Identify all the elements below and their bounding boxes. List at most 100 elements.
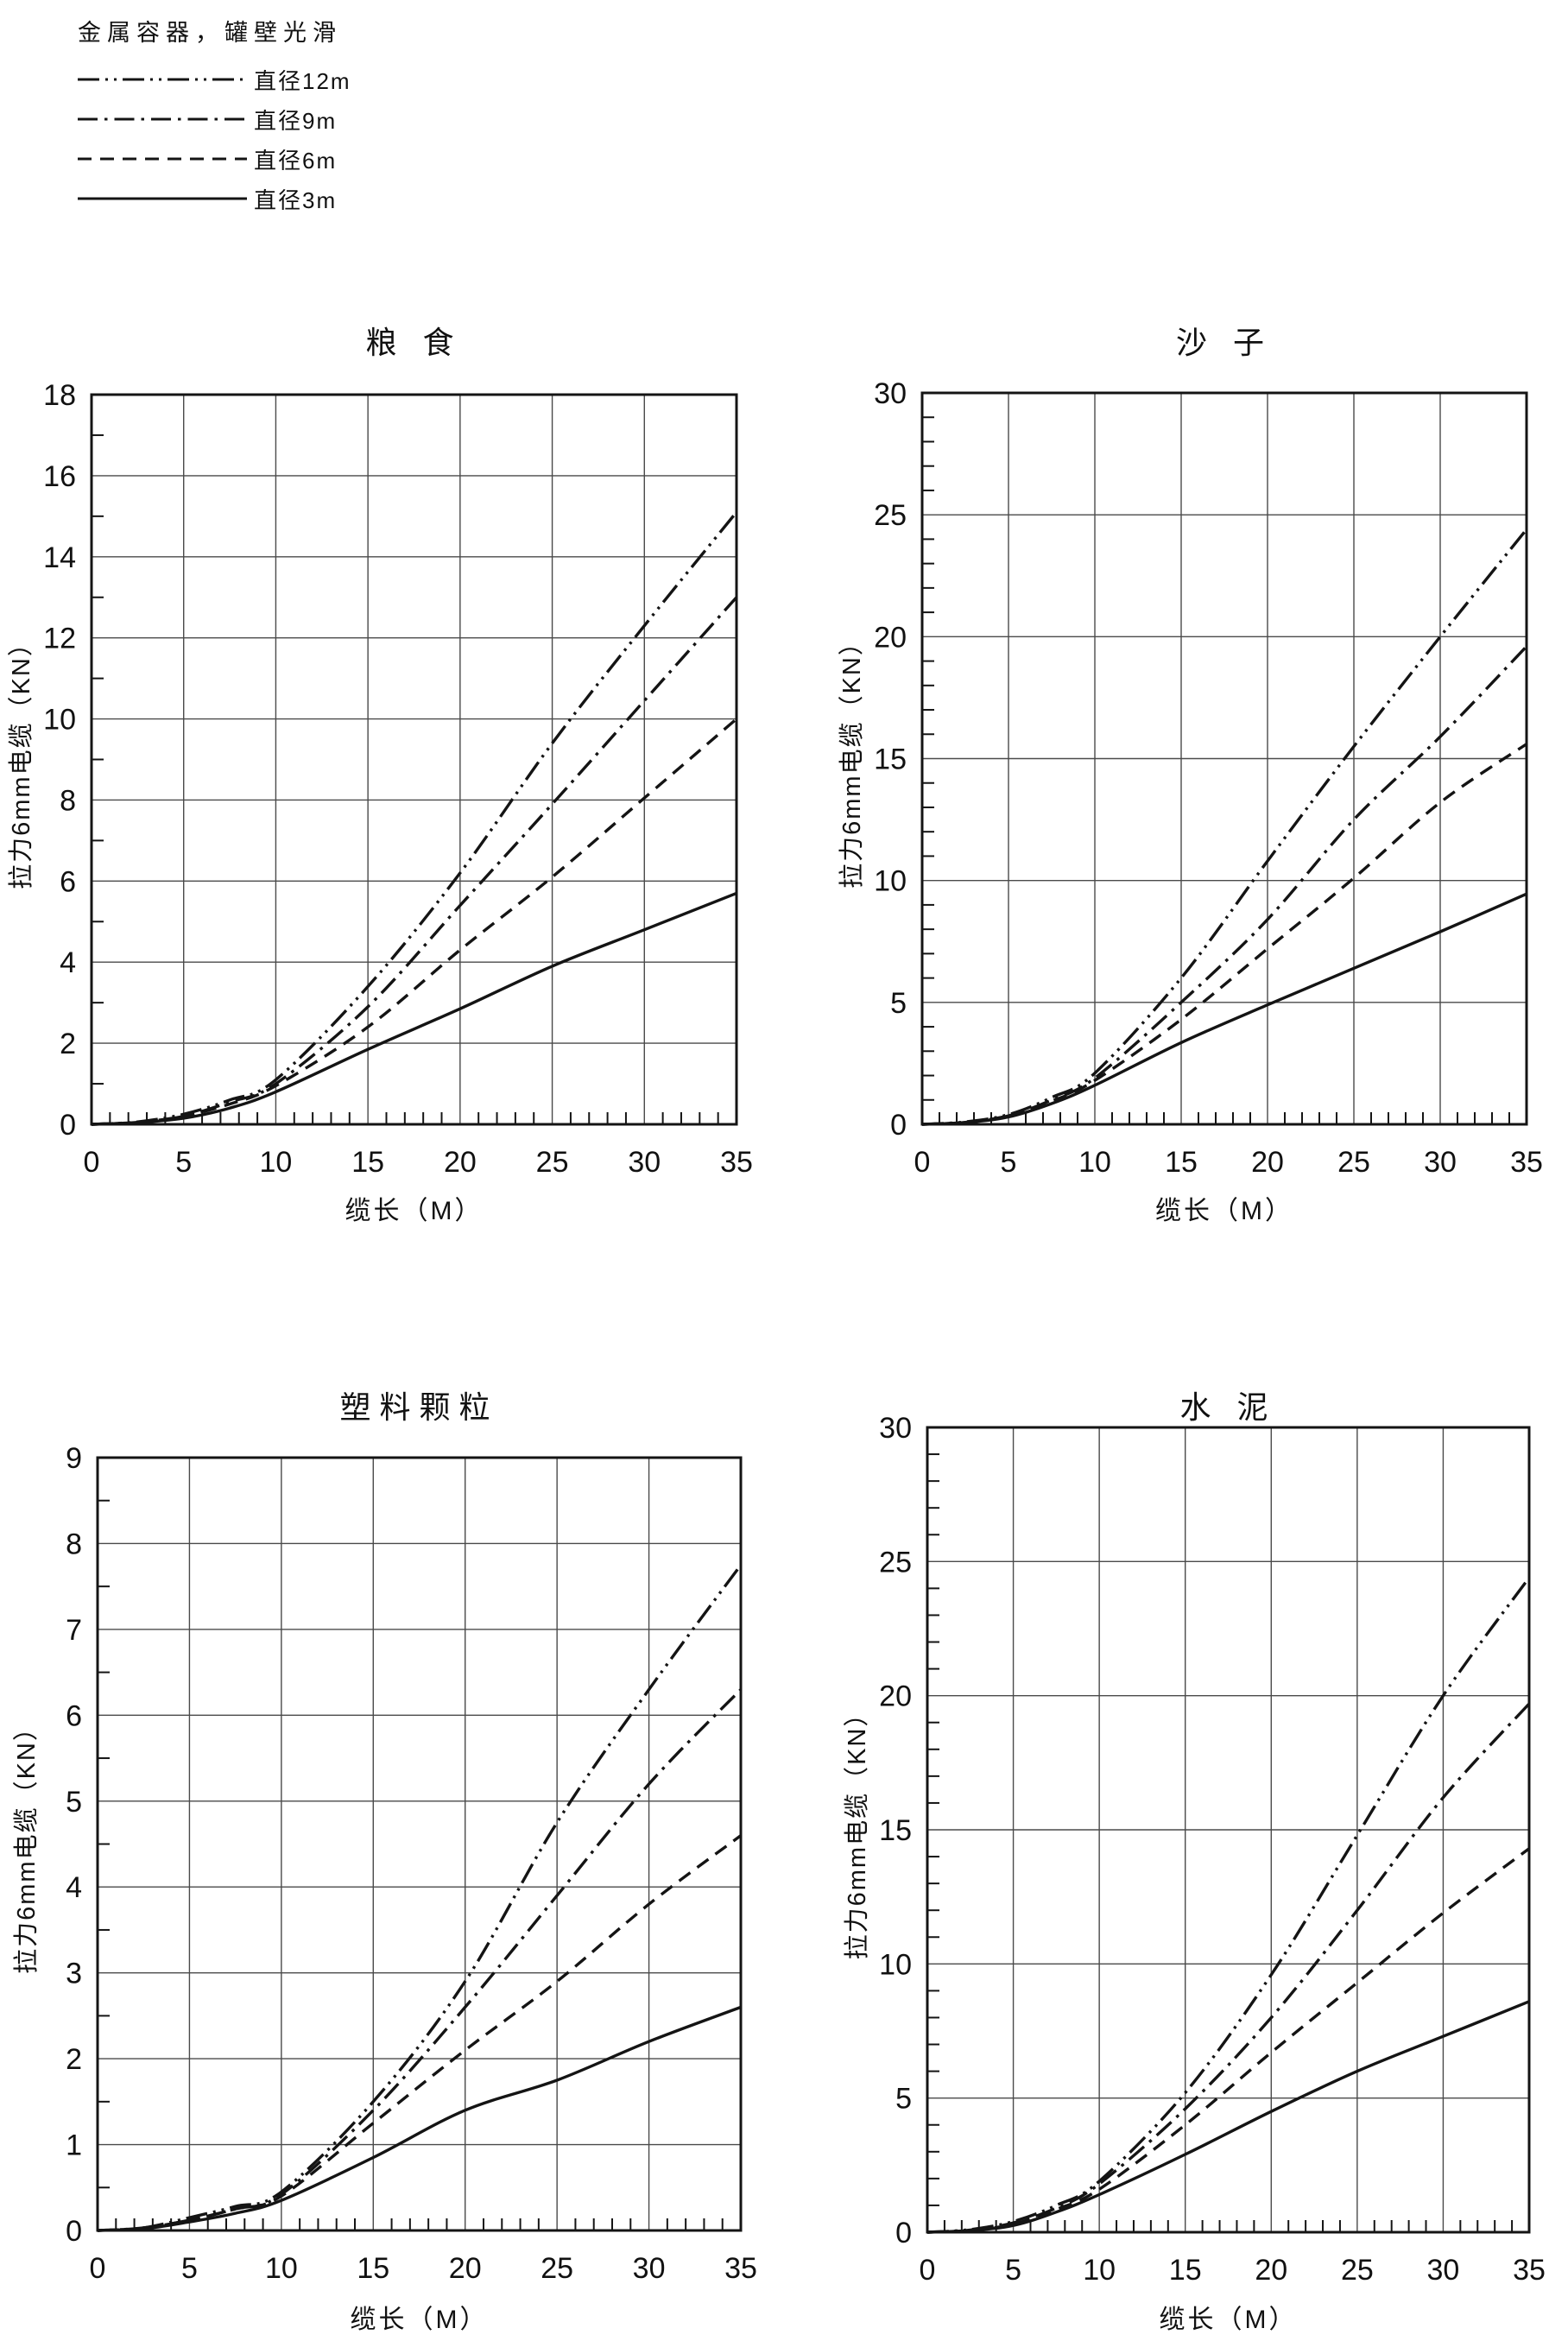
- plastic-xtick-0: 0: [90, 2252, 106, 2285]
- sand-ytick-15: 15: [874, 743, 907, 776]
- legend-item-label: 直径9m: [254, 107, 338, 134]
- plastic-ytick-2: 2: [66, 2043, 82, 2076]
- grain-curve-6m: [91, 718, 738, 1126]
- plastic-yaxis-label: 拉力6mm电缆（KN）: [12, 1714, 41, 1974]
- grain-xtick-35: 35: [720, 1146, 753, 1179]
- cement-xtick-25: 25: [1341, 2254, 1374, 2287]
- plastic-ytick-6: 6: [66, 1699, 82, 1732]
- sand-plot-border: [920, 391, 1528, 1126]
- cement-xtick-5: 5: [1005, 2254, 1021, 2287]
- sand-ytick-20: 20: [874, 621, 907, 654]
- plastic-ytick-5: 5: [66, 1786, 82, 1819]
- grain-ytick-2: 2: [60, 1028, 76, 1060]
- sand-title: 沙 子: [1176, 325, 1273, 360]
- sand-xtick-5: 5: [1001, 1146, 1017, 1179]
- legend-item-label: 直径3m: [254, 187, 338, 213]
- legend-item-9m: 直径9m: [76, 99, 351, 139]
- legend-line-3m-icon: [78, 197, 247, 200]
- grain-ytick-8: 8: [60, 784, 76, 817]
- cement-curve-6m: [926, 1847, 1531, 2234]
- plastic-curve-6m: [97, 1834, 743, 2232]
- cement-ytick-30: 30: [879, 1412, 912, 1445]
- plastic-curve-3m: [97, 2005, 742, 2232]
- legend-item-3m: 直径3m: [76, 179, 351, 218]
- grain-xtick-20: 20: [444, 1146, 477, 1179]
- plastic-ytick-1: 1: [66, 2129, 82, 2162]
- cement-xtick-30: 30: [1427, 2254, 1460, 2287]
- legend-item-label: 直径12m: [254, 67, 351, 94]
- grain-yaxis-label: 拉力6mm电缆（KN）: [7, 630, 35, 889]
- sand-xtick-35: 35: [1510, 1146, 1543, 1179]
- grain-xtick-15: 15: [351, 1146, 384, 1179]
- plastic-xtick-30: 30: [633, 2252, 666, 2285]
- sand-ytick-5: 5: [890, 987, 907, 1020]
- legend: 金属容器，罐壁光滑 直径12m 直径9m 直径6m 直径3m: [76, 14, 351, 218]
- plastic-curve-12m: [97, 1564, 743, 2232]
- cement-ytick-25: 25: [879, 1546, 912, 1579]
- sand-xtick-20: 20: [1251, 1146, 1284, 1179]
- legend-title: 金属容器，罐壁光滑: [78, 20, 342, 46]
- cement-xtick-15: 15: [1169, 2254, 1202, 2287]
- chart-cement: 0 5 10 15 20 25 30 35 0 5 10 15 20 25 30 水 泥缆长（M） 拉力6mm电…: [843, 1389, 1546, 2334]
- chart-grain: 0 5 10 15 20 25 30 35 0 2 4 6 8 10 12 14 16 18 粮 食缆长（M） 拉力6…: [7, 325, 753, 1225]
- grain-xtick-10: 10: [260, 1146, 293, 1179]
- cement-ytick-15: 15: [879, 1814, 912, 1847]
- sand-curve-3m: [921, 892, 1527, 1126]
- sand-xaxis-label: 缆长（M）: [1155, 1197, 1293, 1225]
- grain-xtick-30: 30: [628, 1146, 661, 1179]
- grain-curve-3m: [91, 891, 737, 1126]
- grain-xtick-25: 25: [536, 1146, 569, 1179]
- grain-ytick-6: 6: [60, 865, 76, 898]
- grain-title: 粮 食: [365, 325, 462, 360]
- cement-curve-9m: [926, 1702, 1531, 2234]
- plastic-ytick-8: 8: [66, 1528, 82, 1560]
- cement-ytick-5: 5: [895, 2083, 912, 2116]
- sand-ytick-25: 25: [874, 499, 907, 532]
- cement-xtick-0: 0: [920, 2254, 936, 2287]
- grain-curve-9m: [91, 596, 738, 1126]
- sand-xtick-15: 15: [1165, 1146, 1198, 1179]
- sand-xtick-0: 0: [914, 1146, 931, 1179]
- grain-ytick-14: 14: [43, 541, 76, 574]
- plastic-xtick-20: 20: [449, 2252, 482, 2285]
- grain-plot-border: [90, 393, 738, 1126]
- grain-ytick-0: 0: [60, 1109, 76, 1142]
- grain-xaxis-label: 缆长（M）: [345, 1197, 484, 1225]
- cement-xtick-35: 35: [1513, 2254, 1546, 2287]
- plastic-ytick-9: 9: [66, 1442, 82, 1475]
- cement-xtick-20: 20: [1255, 2254, 1287, 2287]
- plastic-xtick-5: 5: [181, 2252, 198, 2285]
- legend-item-6m: 直径6m: [76, 139, 351, 179]
- sand-curve-12m: [921, 528, 1528, 1126]
- sand-yaxis-label: 拉力6mm电缆（KN）: [838, 629, 866, 889]
- sand-xtick-25: 25: [1337, 1146, 1370, 1179]
- cement-title: 水 泥: [1179, 1389, 1276, 1425]
- plastic-xtick-25: 25: [541, 2252, 573, 2285]
- sand-ytick-0: 0: [890, 1109, 907, 1142]
- plastic-title: 塑料颗粒: [339, 1389, 498, 1425]
- legend-line-6m-icon: [78, 157, 247, 161]
- sand-curve-9m: [921, 645, 1528, 1126]
- sand-curve-6m: [921, 743, 1527, 1126]
- plastic-xtick-35: 35: [724, 2252, 757, 2285]
- sand-xtick-10: 10: [1078, 1146, 1111, 1179]
- cement-curve-3m: [926, 2000, 1530, 2234]
- cement-ytick-10: 10: [879, 1948, 912, 1981]
- grain-ytick-4: 4: [60, 946, 76, 979]
- cement-yaxis-label: 拉力6mm电缆（KN）: [843, 1700, 871, 1960]
- plastic-ytick-7: 7: [66, 1614, 82, 1647]
- grain-ytick-16: 16: [43, 460, 76, 493]
- grain-xtick-0: 0: [84, 1146, 100, 1179]
- cement-xtick-10: 10: [1083, 2254, 1116, 2287]
- legend-line-12m-icon: [78, 78, 247, 81]
- cement-xaxis-label: 缆长（M）: [1160, 2306, 1298, 2334]
- sand-ytick-10: 10: [874, 865, 907, 898]
- cement-plot-border: [926, 1426, 1531, 2234]
- legend-line-9m-icon: [78, 117, 247, 121]
- legend-item-label: 直径6m: [254, 147, 338, 174]
- sand-xtick-30: 30: [1424, 1146, 1457, 1179]
- grain-ytick-12: 12: [43, 623, 76, 655]
- plastic-plot-border: [96, 1456, 743, 2232]
